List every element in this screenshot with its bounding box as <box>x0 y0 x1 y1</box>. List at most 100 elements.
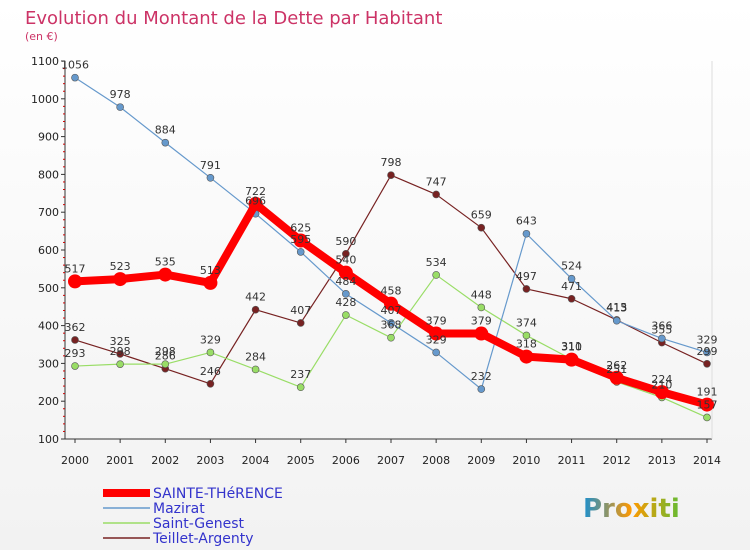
data-point <box>387 171 395 179</box>
data-point <box>296 248 305 256</box>
data-label: 448 <box>471 288 492 301</box>
x-tick-label: 2002 <box>151 454 179 467</box>
data-point <box>161 138 170 147</box>
x-tick-label: 2012 <box>603 454 631 467</box>
data-label: 978 <box>110 88 131 101</box>
data-point <box>432 271 440 279</box>
data-point <box>206 174 215 182</box>
legend-label: Teillet-Argenty <box>152 531 254 547</box>
x-tick-label: 2008 <box>422 454 450 467</box>
data-point <box>658 334 666 343</box>
data-point <box>477 303 486 312</box>
data-label: 251 <box>606 363 627 376</box>
data-point <box>68 274 82 289</box>
data-point <box>158 267 173 282</box>
data-label: 1056 <box>61 59 89 72</box>
data-label: 458 <box>381 285 402 298</box>
data-label: 368 <box>381 319 402 332</box>
data-label: 329 <box>697 333 718 346</box>
data-label: 798 <box>381 156 402 169</box>
data-label: 415 <box>606 301 627 314</box>
y-tick-label: 100 <box>38 433 59 446</box>
data-point <box>703 413 711 422</box>
data-label: 379 <box>471 315 492 328</box>
data-label: 355 <box>651 324 672 337</box>
data-point <box>116 350 124 358</box>
data-point <box>703 348 711 357</box>
x-tick-label: 2001 <box>106 454 134 467</box>
data-point <box>474 326 489 341</box>
data-point <box>206 348 215 357</box>
data-label: 524 <box>561 260 582 273</box>
data-point <box>567 274 576 283</box>
data-point <box>564 352 579 367</box>
data-point <box>116 360 124 368</box>
data-label: 535 <box>155 256 176 269</box>
logo-text: Proxiti <box>583 494 680 524</box>
data-label: 513 <box>200 264 221 277</box>
proxiti-logo: Proxiti <box>583 494 680 524</box>
x-tick-label: 2009 <box>467 454 495 467</box>
data-point <box>432 190 440 199</box>
data-point <box>248 196 263 211</box>
data-point <box>609 370 624 385</box>
data-label: 325 <box>110 335 131 348</box>
data-label: 442 <box>245 291 266 304</box>
data-label: 595 <box>290 233 311 246</box>
data-label: 484 <box>335 275 356 288</box>
data-point <box>113 272 128 287</box>
x-tick-label: 2010 <box>512 454 540 467</box>
data-label: 407 <box>290 304 311 317</box>
data-point <box>522 229 531 238</box>
data-point <box>387 319 395 327</box>
data-label: 428 <box>335 296 356 309</box>
data-label: 523 <box>110 260 131 273</box>
y-tick-label: 300 <box>38 357 59 370</box>
data-point <box>251 305 260 314</box>
data-point <box>293 233 308 248</box>
data-label: 696 <box>245 195 266 208</box>
data-label: 534 <box>426 256 447 269</box>
y-tick-label: 600 <box>38 244 59 257</box>
data-label: 659 <box>471 209 492 222</box>
y-tick-label: 800 <box>38 168 59 181</box>
data-label: 643 <box>516 215 537 228</box>
data-label: 366 <box>651 319 672 332</box>
data-point <box>384 296 398 311</box>
data-point <box>522 285 531 293</box>
y-tick-label: 700 <box>38 206 59 219</box>
y-tick-label: 500 <box>38 282 59 295</box>
axes: 100 200 300 400 500 600 700 800 900 1000 1100 2000 2… <box>31 55 721 467</box>
data-label: 497 <box>516 270 537 283</box>
data-point <box>116 103 124 111</box>
y-tick-label: 900 <box>38 131 59 144</box>
data-label: 374 <box>516 316 537 329</box>
data-point <box>522 331 531 340</box>
x-tick-label: 2003 <box>196 454 224 467</box>
legend-label: SAINTE-THéRENCE <box>153 486 283 502</box>
data-point <box>206 380 215 388</box>
data-label: 298 <box>110 345 131 358</box>
data-label: 299 <box>697 345 718 358</box>
data-label: 379 <box>426 315 447 328</box>
data-label: 310 <box>561 341 582 354</box>
data-point <box>700 397 714 412</box>
data-label: 311 <box>561 340 582 353</box>
data-point <box>477 385 486 393</box>
x-tick-label: 2013 <box>648 454 676 467</box>
chart-subtitle: (en €) <box>25 30 58 43</box>
data-point <box>251 365 260 374</box>
data-point <box>342 249 350 258</box>
data-point <box>296 383 305 392</box>
data-label: 471 <box>561 280 582 293</box>
data-label: 232 <box>471 370 492 383</box>
data-point <box>612 316 621 325</box>
data-label: 210 <box>651 378 672 391</box>
x-tick-label: 2014 <box>693 454 721 467</box>
data-point <box>387 333 395 342</box>
x-tick-label: 2000 <box>61 454 89 467</box>
data-point <box>519 349 534 364</box>
data-label: 517 <box>65 262 86 275</box>
data-label: 262 <box>606 359 627 372</box>
